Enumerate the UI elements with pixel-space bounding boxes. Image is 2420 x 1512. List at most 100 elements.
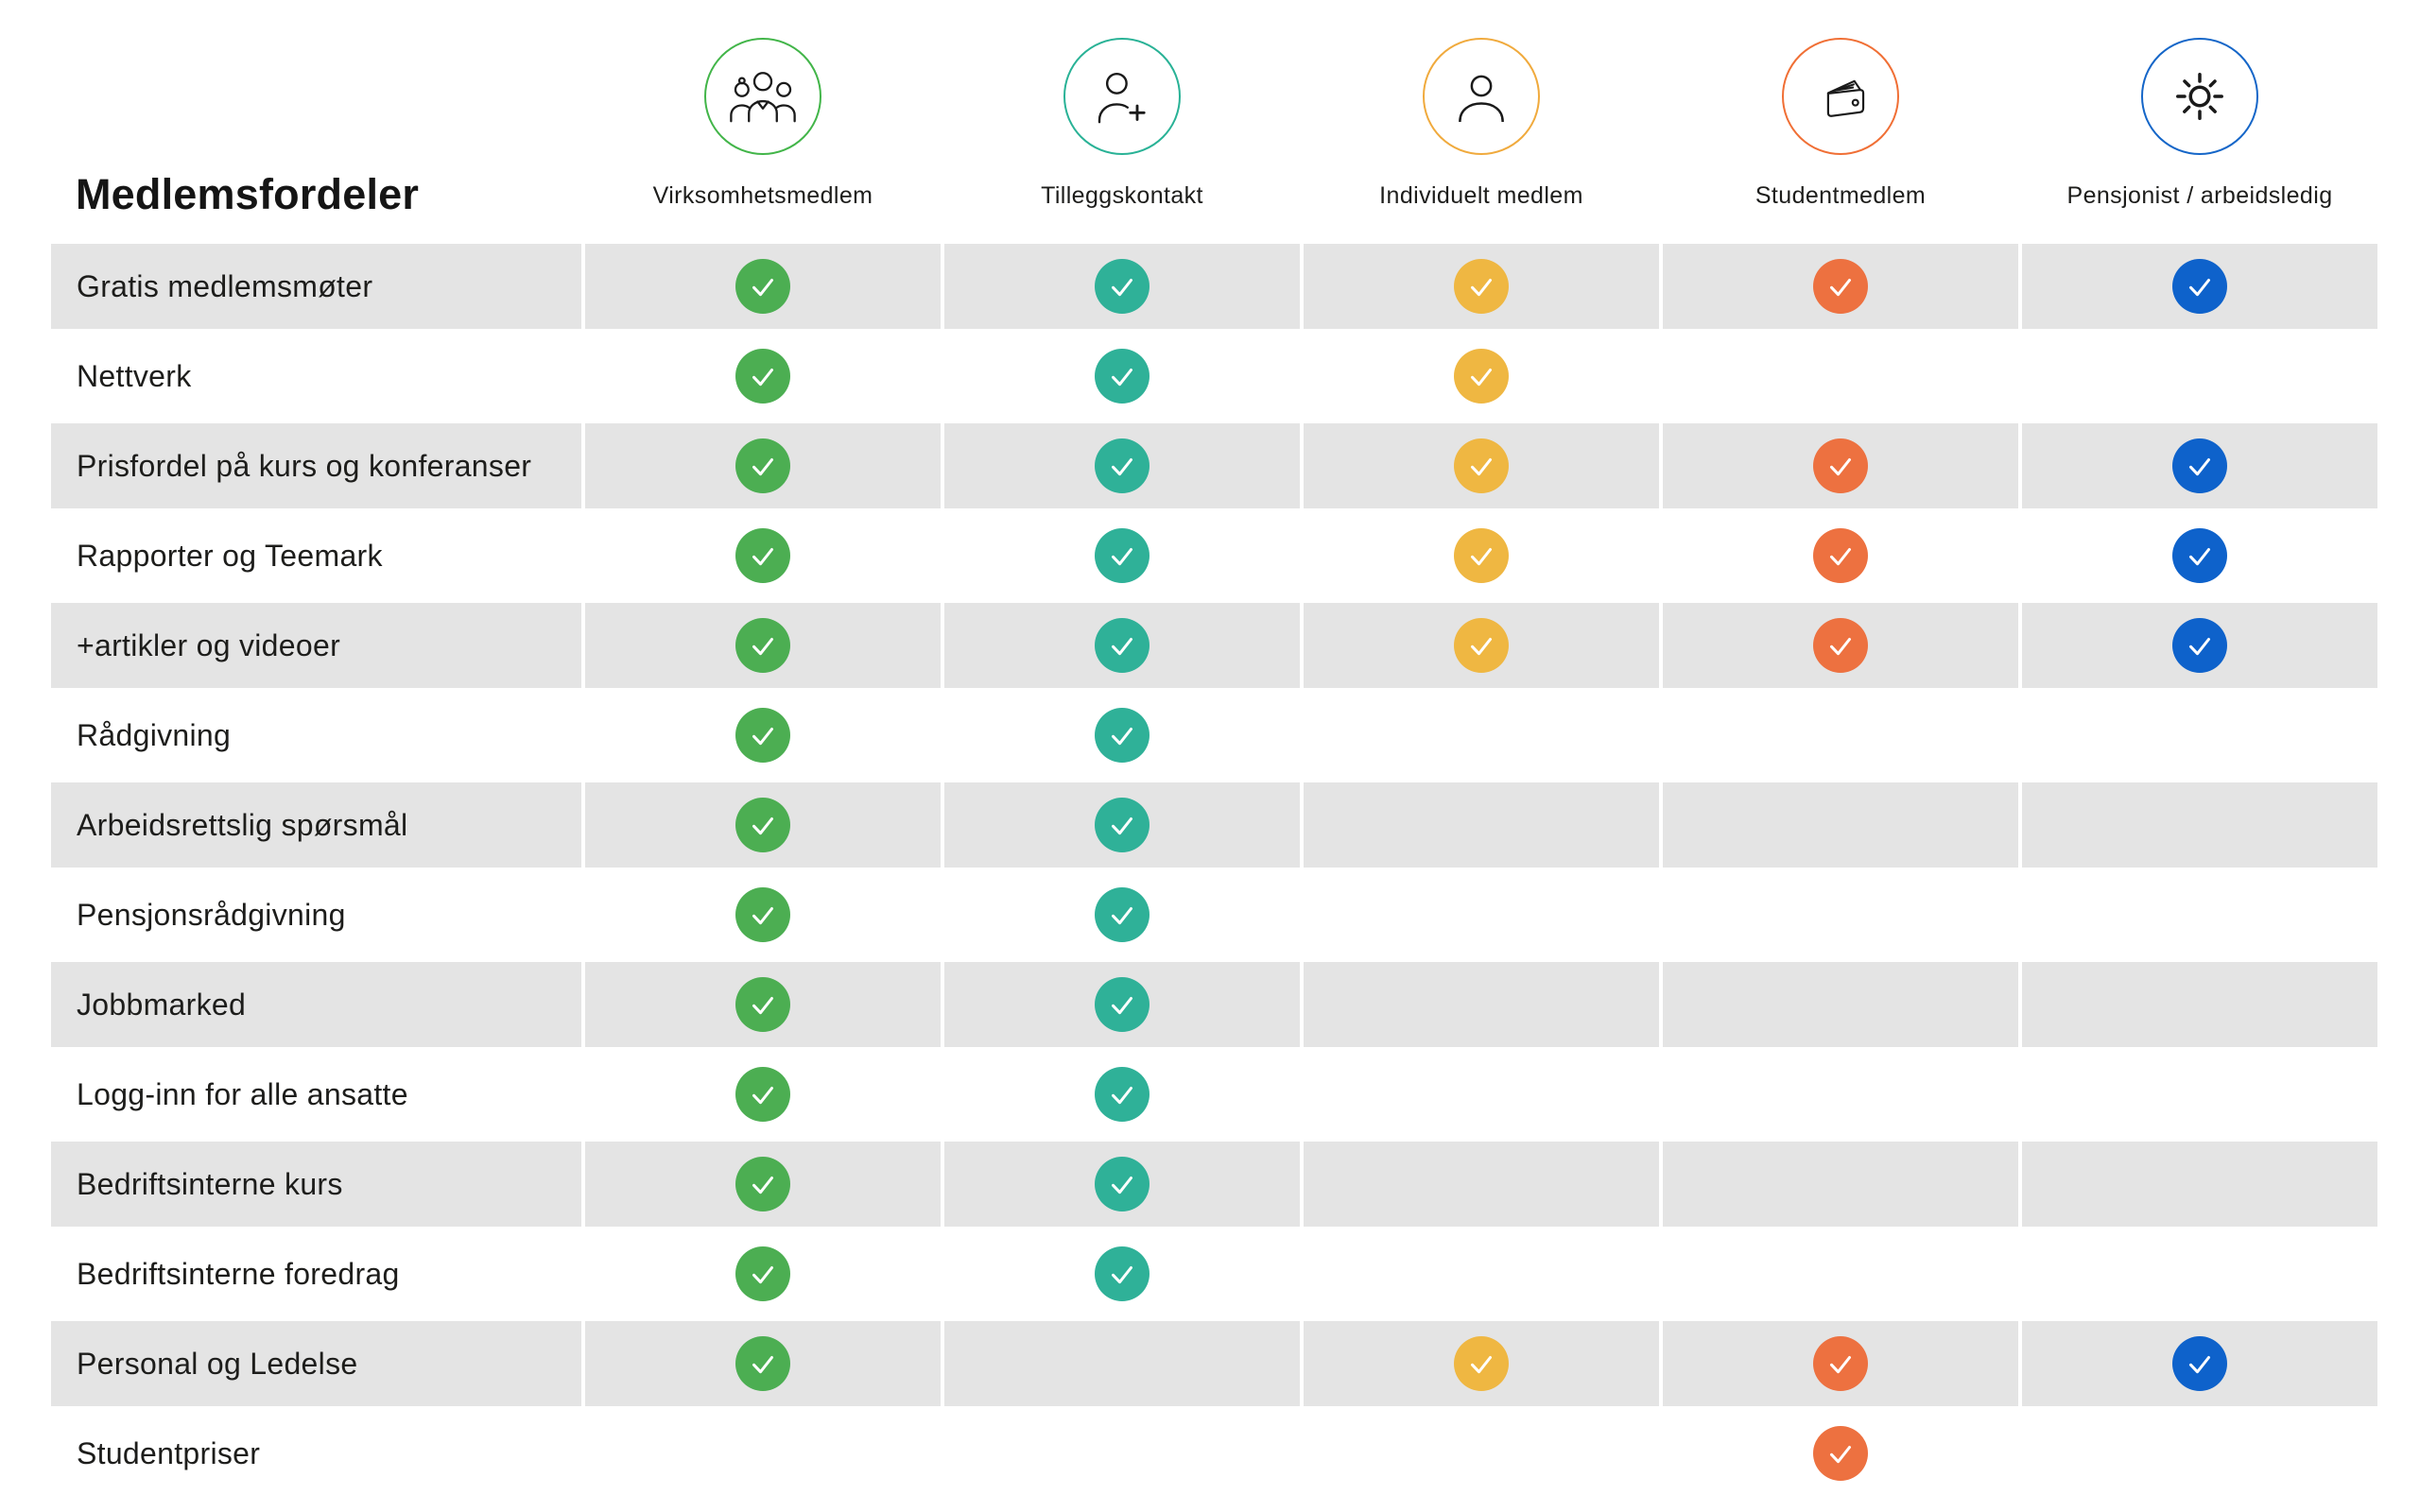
benefit-cell bbox=[2022, 1142, 2377, 1227]
row-label: Arbeidsrettslig spørsmål bbox=[77, 808, 408, 842]
table-header: Virksomhetsmedlem Tilleggskontakt Indivi… bbox=[51, 38, 2377, 210]
column-header-label: Tilleggskontakt bbox=[1041, 182, 1203, 209]
column-header-wallet: Studentmedlem bbox=[1663, 38, 2018, 210]
benefit-cell bbox=[944, 423, 1300, 508]
table-row: Nettverk bbox=[51, 334, 2377, 419]
table-row: Gratis medlemsmøter bbox=[51, 244, 2377, 329]
benefit-cell bbox=[1304, 1231, 1659, 1316]
row-label: Prisfordel på kurs og konferanser bbox=[77, 449, 532, 483]
benefit-cell bbox=[1663, 1411, 2018, 1496]
check-icon bbox=[1095, 798, 1150, 852]
row-label: Bedriftsinterne foredrag bbox=[77, 1257, 400, 1291]
benefit-cell bbox=[1663, 603, 2018, 688]
wallet-icon bbox=[1811, 71, 1870, 122]
check-icon bbox=[1095, 528, 1150, 583]
benefit-cell bbox=[585, 962, 941, 1047]
benefit-cell bbox=[944, 1231, 1300, 1316]
row-label-cell: Personal og Ledelse bbox=[51, 1321, 581, 1406]
benefit-cell bbox=[1304, 782, 1659, 868]
row-label-cell: Bedriftsinterne foredrag bbox=[51, 1231, 581, 1316]
column-header-sun: Pensjonist / arbeidsledig bbox=[2022, 38, 2377, 210]
row-label: Bedriftsinterne kurs bbox=[77, 1167, 343, 1201]
check-icon bbox=[1095, 349, 1150, 404]
row-label: Rapporter og Teemark bbox=[77, 539, 383, 573]
table-row: Rapporter og Teemark bbox=[51, 513, 2377, 598]
people-group-icon bbox=[724, 70, 802, 123]
benefit-cell bbox=[585, 1411, 941, 1496]
check-icon bbox=[1813, 1426, 1868, 1481]
row-label-cell: Rapporter og Teemark bbox=[51, 513, 581, 598]
benefit-cell bbox=[1663, 1231, 2018, 1316]
benefit-cell bbox=[1663, 1052, 2018, 1137]
header-spacer bbox=[51, 38, 581, 210]
check-icon bbox=[1813, 528, 1868, 583]
benefit-cell bbox=[944, 962, 1300, 1047]
table-row: Personal og Ledelse bbox=[51, 1321, 2377, 1406]
check-icon bbox=[1813, 259, 1868, 314]
person-plus-icon bbox=[1092, 69, 1152, 124]
benefit-cell bbox=[1304, 244, 1659, 329]
benefit-cell bbox=[944, 603, 1300, 688]
check-icon bbox=[1095, 977, 1150, 1032]
table-row: Arbeidsrettslig spørsmål bbox=[51, 782, 2377, 868]
benefit-cell bbox=[944, 1142, 1300, 1227]
benefit-cell bbox=[1304, 1052, 1659, 1137]
benefit-cell bbox=[1663, 1142, 2018, 1227]
benefit-cell bbox=[1663, 423, 2018, 508]
benefit-cell bbox=[585, 513, 941, 598]
column-header-label: Studentmedlem bbox=[1754, 182, 1927, 209]
row-label: Pensjonsrådgivning bbox=[77, 898, 346, 932]
benefit-cell bbox=[1663, 782, 2018, 868]
benefit-cell bbox=[2022, 782, 2377, 868]
table-row: Bedriftsinterne kurs bbox=[51, 1142, 2377, 1227]
row-label-cell: Rådgivning bbox=[51, 693, 581, 778]
check-icon bbox=[735, 1157, 790, 1211]
benefit-cell bbox=[2022, 244, 2377, 329]
benefit-cell bbox=[585, 603, 941, 688]
benefit-cell bbox=[585, 782, 941, 868]
table-row: Jobbmarked bbox=[51, 962, 2377, 1047]
benefit-cell bbox=[2022, 1052, 2377, 1137]
check-icon bbox=[2172, 438, 2227, 493]
row-label: +artikler og videoer bbox=[77, 628, 341, 662]
column-icon-ring bbox=[2141, 38, 2258, 155]
check-icon bbox=[1813, 438, 1868, 493]
benefit-cell bbox=[1304, 1142, 1659, 1227]
sun-icon bbox=[2169, 66, 2230, 127]
check-icon bbox=[1454, 528, 1509, 583]
benefit-cell bbox=[1304, 1321, 1659, 1406]
row-label: Personal og Ledelse bbox=[77, 1347, 358, 1381]
benefit-cell bbox=[2022, 603, 2377, 688]
benefit-cell bbox=[2022, 872, 2377, 957]
row-label-cell: +artikler og videoer bbox=[51, 603, 581, 688]
row-label-cell: Nettverk bbox=[51, 334, 581, 419]
row-label-cell: Jobbmarked bbox=[51, 962, 581, 1047]
row-label-cell: Bedriftsinterne kurs bbox=[51, 1142, 581, 1227]
check-icon bbox=[1095, 1246, 1150, 1301]
row-label-cell: Logg-inn for alle ansatte bbox=[51, 1052, 581, 1137]
benefit-cell bbox=[1304, 962, 1659, 1047]
column-icon-ring bbox=[1423, 38, 1540, 155]
row-label: Nettverk bbox=[77, 359, 192, 393]
benefit-cell bbox=[585, 244, 941, 329]
page-title: Medlemsfordeler bbox=[76, 170, 420, 218]
benefit-cell bbox=[944, 513, 1300, 598]
benefit-cell bbox=[2022, 693, 2377, 778]
benefit-cell bbox=[2022, 513, 2377, 598]
benefit-cell bbox=[1663, 334, 2018, 419]
check-icon bbox=[735, 798, 790, 852]
row-label: Studentpriser bbox=[77, 1436, 261, 1470]
row-label-cell: Prisfordel på kurs og konferanser bbox=[51, 423, 581, 508]
benefit-cell bbox=[1304, 513, 1659, 598]
benefit-cell bbox=[1663, 962, 2018, 1047]
column-icon-ring bbox=[1063, 38, 1181, 155]
row-label-cell: Arbeidsrettslig spørsmål bbox=[51, 782, 581, 868]
benefit-cell bbox=[944, 872, 1300, 957]
benefit-cell bbox=[585, 1142, 941, 1227]
check-icon bbox=[735, 1246, 790, 1301]
benefit-cell bbox=[944, 244, 1300, 329]
check-icon bbox=[735, 1336, 790, 1391]
benefit-cell bbox=[2022, 1411, 2377, 1496]
row-label-cell: Studentpriser bbox=[51, 1411, 581, 1496]
column-header-label: Virksomhetsmedlem bbox=[652, 182, 873, 209]
